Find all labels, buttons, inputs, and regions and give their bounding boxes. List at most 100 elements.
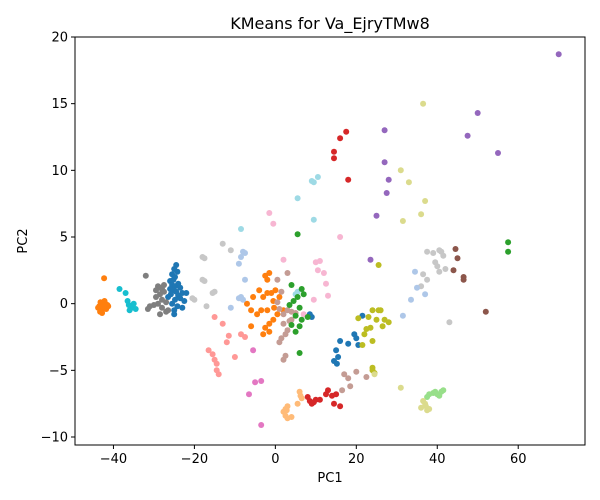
data-point: [256, 287, 263, 294]
data-point: [298, 286, 305, 292]
data-point: [452, 246, 459, 252]
data-point: [161, 282, 167, 288]
data-point: [205, 347, 212, 354]
data-point: [250, 347, 257, 354]
data-point: [460, 276, 467, 283]
data-point: [381, 316, 388, 323]
data-point: [177, 284, 184, 291]
data-point: [282, 331, 289, 338]
data-point: [505, 239, 512, 246]
data-point: [337, 403, 344, 410]
data-point: [264, 307, 271, 314]
data-point: [355, 315, 362, 322]
data-point: [235, 260, 242, 267]
data-point: [215, 371, 222, 378]
data-point: [201, 278, 208, 284]
data-point: [258, 422, 265, 428]
data-point: [286, 302, 293, 308]
y-tick-label: 15: [51, 97, 68, 112]
data-point: [420, 398, 427, 404]
data-point: [294, 294, 301, 300]
data-point: [266, 210, 273, 216]
data-point: [159, 304, 165, 311]
data-point: [314, 174, 321, 180]
data-point: [223, 339, 230, 346]
x-tick-label: 60: [510, 452, 527, 467]
data-point: [373, 212, 380, 219]
data-point: [122, 290, 129, 296]
x-axis-label: PC1: [317, 471, 342, 486]
plot-frame: [74, 36, 586, 446]
data-point: [258, 378, 265, 384]
x-tick-label: 40: [429, 452, 446, 467]
data-point: [238, 226, 244, 232]
data-point: [179, 304, 186, 311]
data-point: [304, 314, 311, 320]
data-point: [464, 132, 471, 139]
data-point: [369, 307, 376, 314]
data-point: [383, 190, 390, 196]
data-point: [126, 307, 133, 314]
data-point: [359, 342, 366, 348]
data-point: [385, 176, 392, 183]
data-point: [272, 287, 279, 294]
data-point: [280, 320, 287, 327]
data-point: [276, 294, 283, 300]
data-point: [353, 335, 360, 342]
data-point: [254, 311, 261, 318]
data-point: [288, 322, 295, 328]
data-point: [345, 375, 352, 382]
data-point: [454, 255, 461, 262]
data-point: [397, 384, 404, 391]
data-point: [375, 262, 382, 268]
data-point: [296, 323, 303, 330]
data-point: [337, 135, 344, 142]
data-point: [250, 294, 257, 300]
data-point: [430, 250, 437, 256]
data-point: [165, 294, 172, 300]
data-point: [355, 342, 362, 348]
data-point: [274, 276, 281, 283]
data-point: [442, 266, 449, 272]
data-point: [290, 298, 297, 304]
data-point: [153, 287, 159, 294]
data-point: [280, 356, 287, 363]
data-point: [399, 312, 406, 319]
data-point: [270, 220, 277, 227]
data-point: [412, 268, 418, 275]
data-point: [361, 331, 368, 338]
data-point: [165, 307, 172, 314]
data-point: [422, 403, 429, 410]
y-tick-label: 20: [51, 31, 68, 46]
data-point: [252, 379, 259, 386]
data-point: [369, 338, 376, 344]
data-point: [296, 304, 303, 311]
data-point: [278, 288, 285, 295]
data-point: [97, 308, 104, 315]
data-point: [414, 284, 420, 291]
data-point: [264, 276, 271, 283]
data-point: [308, 314, 315, 320]
data-point: [422, 291, 429, 298]
data-point: [260, 294, 267, 300]
data-point: [174, 303, 181, 310]
chart-title: KMeans for Va_EjryTMw8: [230, 14, 430, 34]
data-point: [203, 303, 210, 310]
data-point: [294, 400, 301, 407]
data-point: [482, 308, 489, 315]
data-point: [227, 304, 234, 311]
data-point: [235, 295, 242, 302]
data-point: [264, 290, 271, 296]
data-point: [333, 391, 340, 398]
data-point: [341, 371, 348, 378]
data-point: [274, 311, 281, 318]
data-point: [405, 179, 412, 186]
data-point: [555, 51, 562, 58]
data-point: [312, 396, 319, 403]
data-point: [288, 414, 295, 420]
data-point: [310, 179, 317, 186]
data-point: [292, 328, 299, 335]
data-point: [381, 127, 388, 134]
data-point: [397, 167, 404, 174]
data-point: [276, 339, 283, 346]
